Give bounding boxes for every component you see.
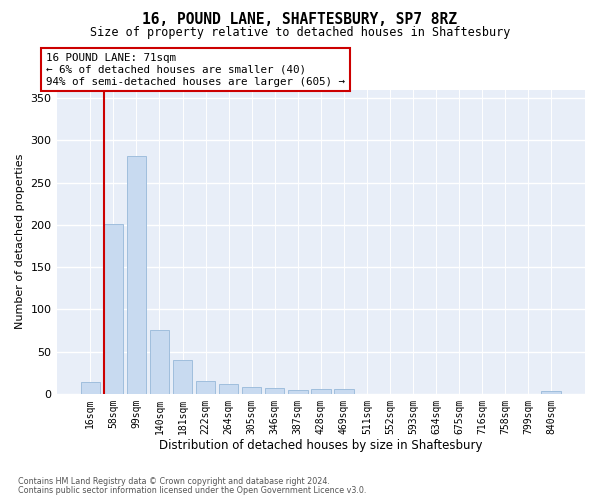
Bar bbox=[265, 388, 284, 394]
X-axis label: Distribution of detached houses by size in Shaftesbury: Distribution of detached houses by size … bbox=[159, 440, 482, 452]
Bar bbox=[127, 156, 146, 394]
Bar bbox=[173, 360, 193, 394]
Text: Contains public sector information licensed under the Open Government Licence v3: Contains public sector information licen… bbox=[18, 486, 367, 495]
Bar bbox=[104, 224, 123, 394]
Text: 16, POUND LANE, SHAFTESBURY, SP7 8RZ: 16, POUND LANE, SHAFTESBURY, SP7 8RZ bbox=[143, 12, 458, 26]
Bar bbox=[80, 382, 100, 394]
Bar bbox=[541, 392, 561, 394]
Bar bbox=[334, 389, 353, 394]
Bar bbox=[149, 330, 169, 394]
Bar bbox=[219, 384, 238, 394]
Bar bbox=[311, 389, 331, 394]
Text: Size of property relative to detached houses in Shaftesbury: Size of property relative to detached ho… bbox=[90, 26, 510, 39]
Bar bbox=[242, 387, 262, 394]
Text: Contains HM Land Registry data © Crown copyright and database right 2024.: Contains HM Land Registry data © Crown c… bbox=[18, 477, 330, 486]
Bar bbox=[196, 381, 215, 394]
Y-axis label: Number of detached properties: Number of detached properties bbox=[15, 154, 25, 330]
Text: 16 POUND LANE: 71sqm
← 6% of detached houses are smaller (40)
94% of semi-detach: 16 POUND LANE: 71sqm ← 6% of detached ho… bbox=[46, 54, 345, 86]
Bar bbox=[288, 390, 308, 394]
